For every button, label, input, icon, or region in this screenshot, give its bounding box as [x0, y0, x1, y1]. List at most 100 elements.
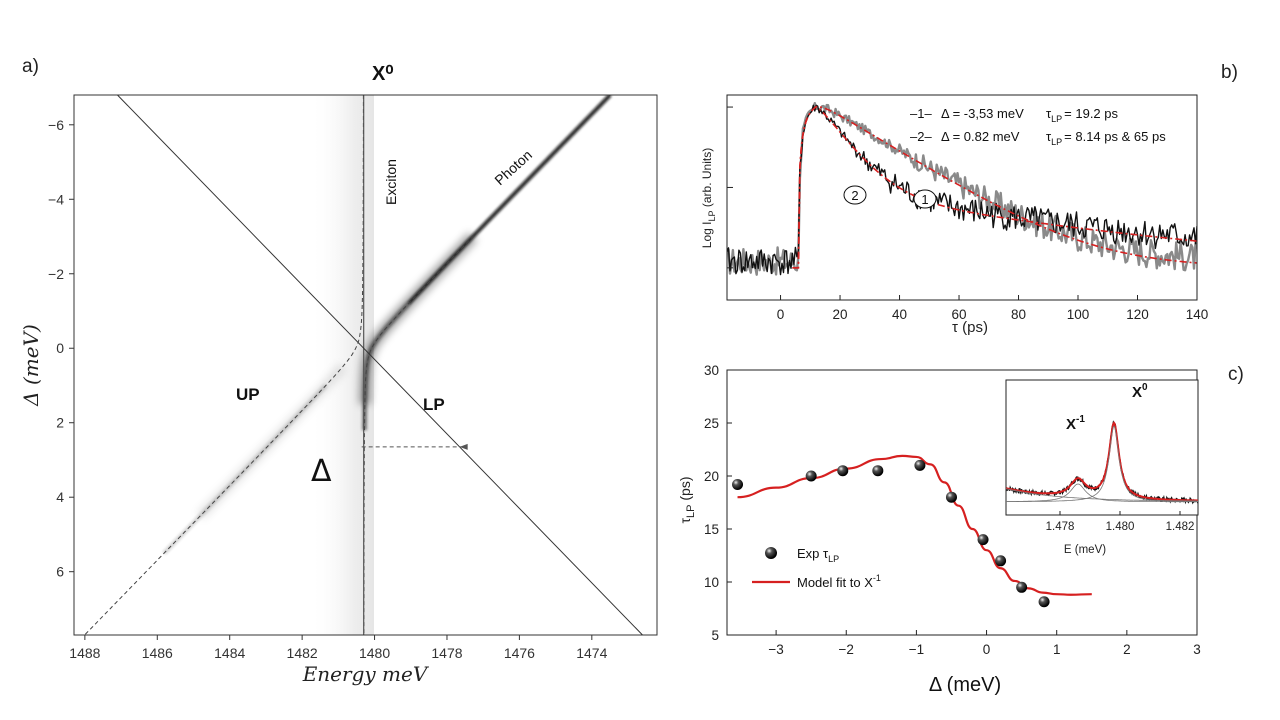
b-x-tick-label: 40: [892, 307, 907, 322]
a-y-tick-label: −2: [48, 266, 64, 282]
a-x-tick-label: 1484: [214, 645, 245, 661]
data-point: [872, 465, 884, 477]
legend-exp-marker: [765, 547, 777, 559]
data-point: [995, 555, 1007, 567]
c-x-tick-label: 0: [983, 642, 991, 657]
b-x-tick-label: 100: [1067, 307, 1090, 322]
legend-1-marker: –1–: [910, 106, 932, 121]
panel-b-ticks: 0 20 40 60 80 100 120 140: [727, 106, 1209, 322]
legend-entry-2: –2– Δ = 0.82 meV τLP = 8.14 ps & 65 ps: [910, 129, 1166, 147]
data-point: [805, 470, 817, 482]
panel-c-legend: Exp τLP Model fit to X-1: [752, 546, 881, 590]
panel-c-ticks: −3 −2 −1 0 1 2 3 5 10 15 20 25 30: [704, 363, 1201, 657]
curve-2-marker: 2: [843, 185, 867, 205]
exciton-label: Exciton: [383, 159, 399, 205]
c-y-tick-label: 5: [711, 628, 719, 643]
panel-b-plot-area: [727, 95, 1197, 300]
a-x-tick-label: 1488: [69, 645, 100, 661]
panel-b: b) 0 20 40 60 80 100 120 140 τ (ps) Log ILP (ar…: [700, 62, 1238, 336]
a-x-tick-label: 1480: [359, 645, 390, 661]
c-y-tick-label: 20: [704, 469, 719, 484]
legend-2-marker: –2–: [910, 129, 932, 144]
inset-x-tick-label: 1.480: [1106, 521, 1135, 533]
inset-ticks: 1.478 1.480 1.482: [1046, 511, 1195, 533]
inset-curves: [1006, 420, 1198, 505]
panel-c-x-label: Δ (meV): [929, 674, 1001, 696]
heatmap-area: [74, 95, 657, 635]
panel-c-y-label: τLP (ps): [677, 477, 697, 524]
panel-a: a) X⁰ 1488 1486 1484 1482 1480 1478 1476 1474 −…: [19, 56, 658, 686]
legend-1-delta: Δ = -3,53 meV: [941, 106, 1024, 121]
svg-text:2: 2: [851, 188, 858, 203]
delta-arrow-head: [459, 443, 468, 450]
a-y-tick-label: 6: [56, 564, 64, 580]
c-x-tick-label: −1: [909, 642, 924, 657]
legend-2-delta: Δ = 0.82 meV: [941, 129, 1020, 144]
inset-spectrum: 1.478 1.480 1.482 E (meV) X-1 X0: [1005, 379, 1199, 556]
lp-label: LP: [423, 395, 445, 414]
c-y-tick-label: 15: [704, 522, 719, 537]
a-y-tick-label: −4: [48, 191, 64, 207]
c-x-tick-label: 3: [1193, 642, 1201, 657]
c-y-tick-label: 25: [704, 416, 719, 431]
panel-b-letter: b): [1221, 62, 1238, 83]
panel-c-letter: c): [1228, 364, 1244, 385]
data-point: [945, 491, 957, 503]
curve-1-data: [727, 102, 1197, 276]
panel-b-y-label: Log ILP (arb. Units): [700, 148, 717, 248]
panel-a-x-ticks: 1488 1486 1484 1482 1480 1478 1476 1474: [69, 635, 608, 661]
panel-a-letter: a): [22, 56, 39, 77]
panel-a-title: X⁰: [372, 63, 393, 85]
inset-peak-component: [1006, 483, 1198, 503]
a-x-tick-label: 1482: [287, 645, 318, 661]
panel-a-y-ticks: −6 −4 −2 0 2 4 6: [48, 117, 74, 580]
data-point: [914, 459, 926, 471]
panel-c: c) −3 −2 −1 0 1 2 3 5 10 15 20 25 30 Δ (meV) τLP (ps…: [677, 363, 1244, 696]
a-y-tick-label: 4: [56, 489, 64, 505]
delta-label: Δ: [311, 454, 332, 489]
legend-1-tau: τLP = 19.2 ps: [1046, 106, 1119, 124]
lp-dashed-branch: [363, 95, 611, 635]
b-x-tick-label: 0: [777, 307, 785, 322]
inset-frame: [1005, 379, 1199, 516]
panel-b-series: [727, 102, 1197, 276]
panel-c-plot: [732, 454, 1092, 608]
inset-peak-x0: X0: [1132, 382, 1148, 401]
guide-lines: [84, 95, 643, 635]
legend-2-tau: τLP = 8.14 ps & 65 ps: [1046, 129, 1166, 147]
panel-b-legend: –1– Δ = -3,53 meV τLP = 19.2 ps –2– Δ = 0…: [910, 106, 1166, 147]
inset-x-tick-label: 1.478: [1046, 521, 1075, 533]
b-x-tick-label: 60: [952, 307, 967, 322]
a-x-tick-label: 1476: [504, 645, 535, 661]
inset-total-fit: [1006, 421, 1198, 502]
c-x-tick-label: −3: [768, 642, 783, 657]
data-point: [1016, 581, 1028, 593]
inset-x-label: E (meV): [1064, 544, 1106, 556]
panel-a-y-label: Δ (meV): [19, 324, 43, 407]
delta-arrow: [361, 443, 468, 450]
a-x-tick-label: 1474: [576, 645, 607, 661]
up-label: UP: [236, 385, 260, 404]
c-y-tick-label: 30: [704, 363, 719, 378]
a-y-tick-label: −6: [48, 117, 64, 133]
up-emission: [162, 384, 328, 555]
a-y-tick-label: 2: [56, 415, 64, 431]
b-x-tick-label: 80: [1011, 307, 1026, 322]
inset-x-tick-label: 1.482: [1166, 521, 1195, 533]
svg-text:1: 1: [921, 192, 928, 207]
data-point: [1038, 596, 1050, 608]
c-x-tick-label: −2: [839, 642, 854, 657]
b-x-tick-label: 140: [1186, 307, 1209, 322]
data-point: [837, 465, 849, 477]
b-x-tick-label: 120: [1126, 307, 1149, 322]
data-point: [977, 534, 989, 546]
heatmap-frame: [73, 94, 658, 636]
curve-1-marker: 1: [913, 189, 937, 209]
panel-b-frame: [726, 94, 1198, 301]
legend-exp-label: Exp τLP: [797, 546, 839, 564]
c-x-tick-label: 2: [1123, 642, 1131, 657]
curve-2-fit: [792, 105, 1197, 269]
c-y-tick-label: 10: [704, 575, 719, 590]
curve-1-fit: [792, 105, 1197, 269]
